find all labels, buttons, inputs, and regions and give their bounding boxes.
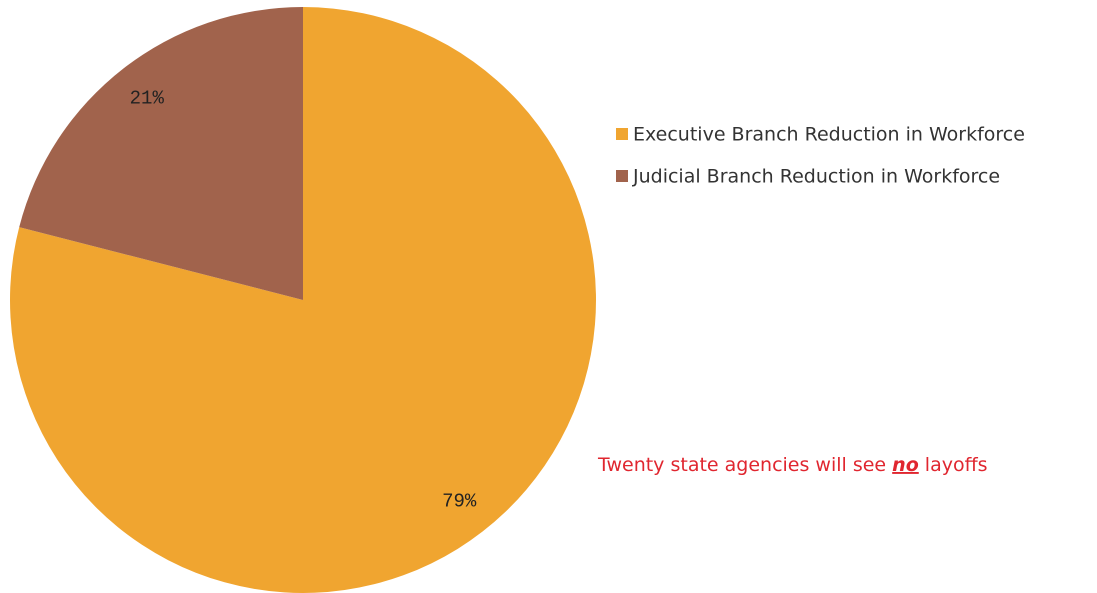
annotation: Twenty state agencies will see no layoff… xyxy=(597,454,988,476)
legend-label: Judicial Branch Reduction in Workforce xyxy=(632,166,1000,188)
legend-label: Executive Branch Reduction in Workforce xyxy=(633,124,1025,146)
pie-slice xyxy=(19,7,303,300)
legend-swatch xyxy=(616,170,628,182)
annotation-emphasis: no xyxy=(892,454,919,476)
annotation-text: layoffs xyxy=(919,454,988,476)
value-label: 21% xyxy=(130,88,165,110)
annotation-text: Twenty state agencies will see xyxy=(597,454,892,476)
legend-swatch xyxy=(616,128,628,140)
value-label: 79% xyxy=(442,490,477,512)
